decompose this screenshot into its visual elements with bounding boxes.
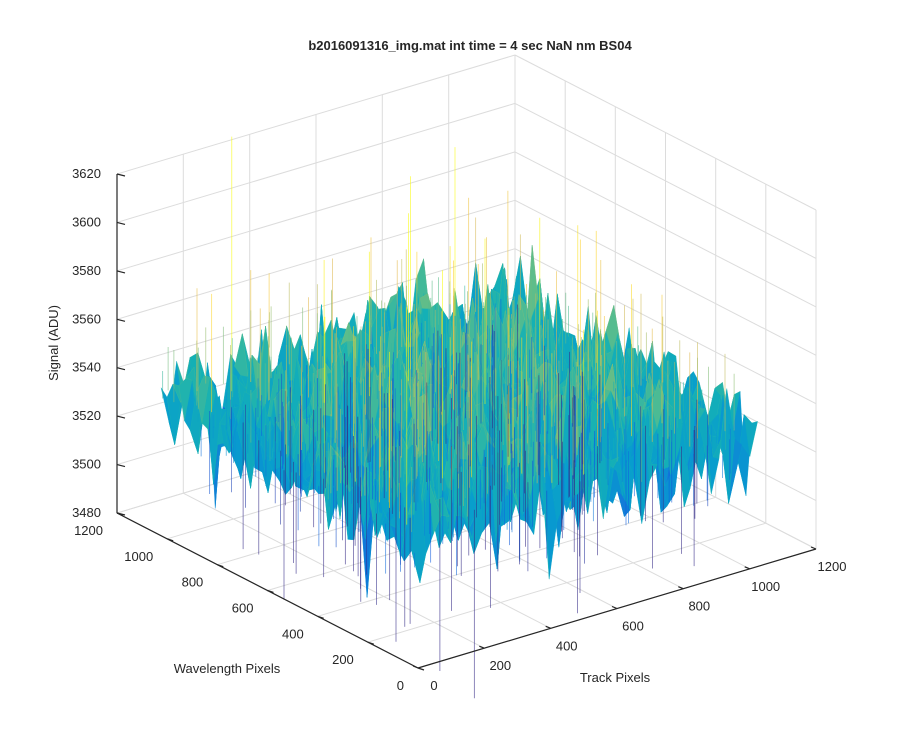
x-tick-label: 600: [622, 619, 644, 634]
grid-line: [367, 522, 766, 643]
z-tick-label: 3580: [72, 263, 101, 278]
grid-line: [514, 54, 817, 211]
z-tick-label: 3540: [72, 360, 101, 375]
z-tick-label: 3620: [72, 166, 101, 181]
y-tick-label: 400: [282, 626, 304, 641]
x-tick-label: 1200: [818, 559, 847, 574]
x-tick-label: 400: [556, 638, 578, 653]
z-tick-label: 3560: [72, 311, 101, 326]
y-tick-label: 1200: [74, 523, 103, 538]
z-tick-mark: [116, 221, 126, 225]
grid-line: [514, 199, 817, 356]
z-tick-label: 3480: [72, 505, 101, 520]
grid-line: [514, 151, 817, 308]
z-tick-mark: [116, 173, 126, 177]
grid-line: [116, 102, 516, 223]
z-tick-mark: [116, 464, 126, 468]
x-tick-label: 800: [688, 599, 710, 614]
x-tick-label: 0: [430, 678, 437, 693]
z-tick-mark: [116, 270, 126, 274]
x-tick-label: 200: [489, 658, 511, 673]
y-tick-label: 800: [182, 575, 204, 590]
grid-line: [317, 496, 716, 617]
y-tick-label: 1000: [124, 549, 153, 564]
x-axis-label: Track Pixels: [580, 670, 651, 685]
grid-line: [514, 248, 817, 405]
grid-line: [116, 54, 516, 175]
y-tick-label: 0: [397, 678, 404, 693]
y-tick-label: 200: [332, 652, 354, 667]
y-tick-label: 600: [232, 601, 254, 616]
grid-line: [514, 102, 817, 259]
z-axis-label: Signal (ADU): [46, 305, 61, 381]
grid-line: [116, 151, 516, 272]
grid-line: [116, 199, 516, 320]
chart-title: b2016091316_img.mat int time = 4 sec NaN…: [308, 38, 632, 53]
z-tick-mark: [116, 367, 126, 371]
z-tick-label: 3520: [72, 408, 101, 423]
z-tick-mark: [116, 318, 126, 322]
y-tick-mark: [417, 667, 425, 671]
z-tick-mark: [116, 415, 126, 419]
grid-line: [116, 248, 516, 369]
surface-mesh: [160, 136, 758, 699]
z-tick-label: 3600: [72, 214, 101, 229]
x-tick-label: 1000: [751, 579, 780, 594]
z-tick-label: 3500: [72, 457, 101, 472]
y-axis-label: Wavelength Pixels: [174, 661, 281, 676]
